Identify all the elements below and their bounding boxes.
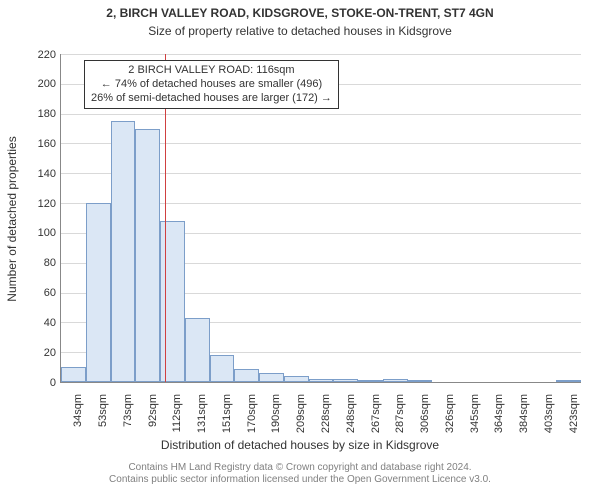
ytick-label: 20 (28, 347, 56, 359)
xtick-label: 170sqm (246, 394, 258, 444)
footer: Contains HM Land Registry data © Crown c… (0, 462, 600, 486)
ytick-label: 80 (28, 257, 56, 269)
ytick-label: 200 (28, 78, 56, 90)
histogram-bar (135, 129, 160, 382)
xtick-label: 423sqm (568, 394, 580, 444)
xtick-label: 267sqm (370, 394, 382, 444)
xtick-label: 306sqm (419, 394, 431, 444)
chart-container: { "title": "2, BIRCH VALLEY ROAD, KIDSGR… (0, 0, 600, 500)
histogram-bar (160, 221, 185, 382)
gridline (61, 54, 581, 55)
histogram-bar (259, 373, 284, 382)
gridline (61, 114, 581, 115)
ytick-label: 140 (28, 168, 56, 180)
histogram-bar (358, 380, 383, 382)
xtick-label: 364sqm (493, 394, 505, 444)
ytick-label: 180 (28, 108, 56, 120)
info-line-2: ← 74% of detached houses are smaller (49… (91, 78, 332, 92)
xtick-label: 131sqm (196, 394, 208, 444)
xtick-label: 73sqm (122, 394, 134, 444)
xtick-label: 345sqm (469, 394, 481, 444)
ytick-label: 100 (28, 227, 56, 239)
xtick-label: 403sqm (543, 394, 555, 444)
xtick-label: 287sqm (394, 394, 406, 444)
histogram-bar (86, 203, 111, 382)
histogram-bar (284, 376, 309, 382)
ytick-label: 60 (28, 287, 56, 299)
ytick-label: 220 (28, 49, 56, 61)
histogram-bar (185, 318, 210, 382)
xtick-label: 53sqm (97, 394, 109, 444)
y-axis-label: Number of detached properties (5, 55, 19, 383)
histogram-bar (333, 379, 358, 382)
chart-title: 2, BIRCH VALLEY ROAD, KIDSGROVE, STOKE-O… (0, 6, 600, 20)
ytick-label: 160 (28, 138, 56, 150)
footer-line-1: Contains HM Land Registry data © Crown c… (0, 462, 600, 474)
chart-subtitle: Size of property relative to detached ho… (0, 24, 600, 38)
histogram-bar (61, 367, 86, 382)
xtick-label: 151sqm (221, 394, 233, 444)
xtick-label: 248sqm (345, 394, 357, 444)
histogram-bar (309, 379, 334, 382)
xtick-label: 228sqm (320, 394, 332, 444)
ytick-label: 120 (28, 198, 56, 210)
xtick-label: 112sqm (171, 394, 183, 444)
histogram-bar (408, 380, 433, 382)
ytick-label: 40 (28, 317, 56, 329)
histogram-bar (210, 355, 235, 382)
info-line-1: 2 BIRCH VALLEY ROAD: 116sqm (91, 64, 332, 78)
xtick-label: 92sqm (147, 394, 159, 444)
xtick-label: 384sqm (518, 394, 530, 444)
info-line-3: 26% of semi-detached houses are larger (… (91, 92, 332, 106)
info-box: 2 BIRCH VALLEY ROAD: 116sqm ← 74% of det… (84, 60, 339, 109)
xtick-label: 190sqm (270, 394, 282, 444)
xtick-label: 34sqm (72, 394, 84, 444)
histogram-bar (556, 380, 581, 382)
histogram-bar (234, 369, 259, 382)
xtick-label: 326sqm (444, 394, 456, 444)
histogram-bar (111, 121, 136, 382)
histogram-bar (383, 379, 408, 382)
xtick-label: 209sqm (295, 394, 307, 444)
ytick-label: 0 (28, 377, 56, 389)
footer-line-2: Contains public sector information licen… (0, 474, 600, 486)
